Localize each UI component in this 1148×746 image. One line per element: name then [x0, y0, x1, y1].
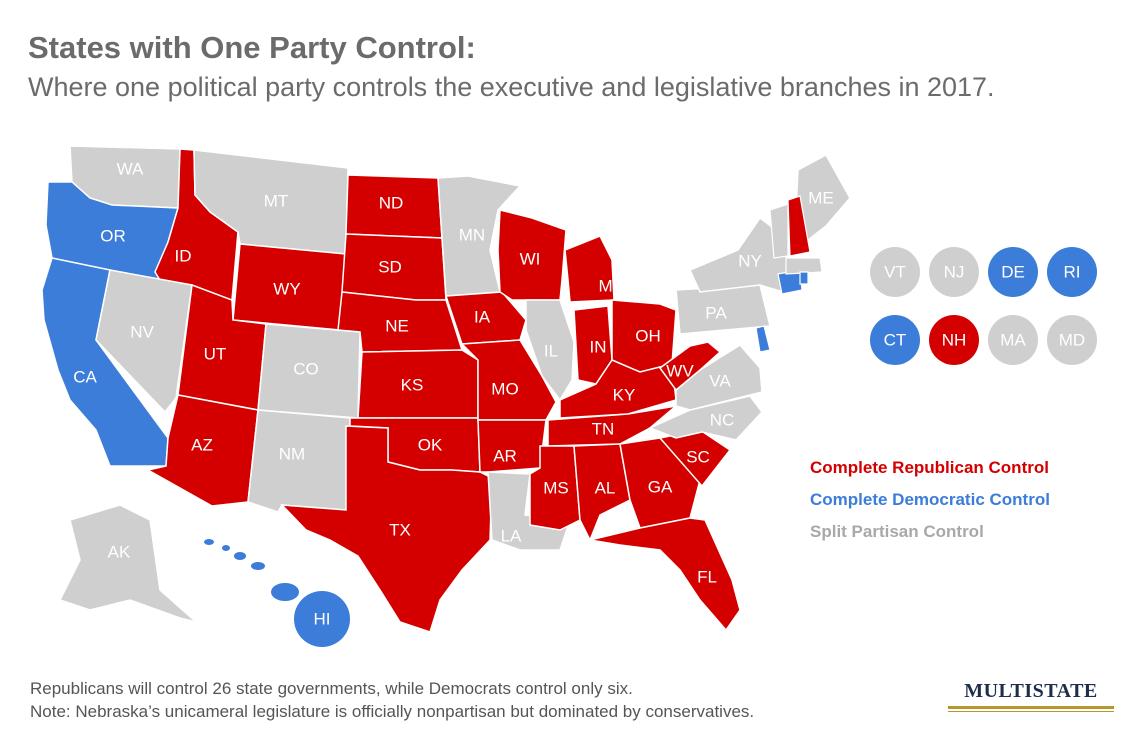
state-shape-ri: [799, 271, 809, 285]
state-label-la: LA: [501, 526, 522, 545]
state-shape-vt: [769, 203, 789, 259]
state-shape-fl: [589, 517, 741, 632]
state-label-nv: NV: [130, 322, 154, 341]
small-state-label-ma: MA: [1000, 330, 1026, 349]
state-label-va: VA: [709, 371, 731, 390]
legend-democratic: Complete Democratic Control: [810, 490, 1050, 509]
state-label-ga: GA: [648, 477, 673, 496]
state-label-ok: OK: [418, 435, 443, 454]
logo-underline: [948, 706, 1114, 709]
state-label-ar: AR: [493, 446, 517, 465]
state-label-me: ME: [808, 188, 834, 207]
state-label-ia: IA: [474, 307, 491, 326]
logo-underline-thin: [948, 711, 1114, 712]
state-label-or: OR: [100, 226, 126, 245]
state-label-mn: MN: [459, 225, 485, 244]
hawaii-island-4: [251, 562, 265, 570]
small-state-label-vt: VT: [884, 262, 906, 281]
state-shape-de: [755, 325, 771, 353]
state-label-sd: SD: [378, 257, 402, 276]
small-state-label-de: DE: [1001, 262, 1025, 281]
state-labels: WA OR CA ID NV MT WY UT AZ CO NM ND SD NE KS OK TX MN IA MO…: [73, 159, 834, 628]
map-subtitle: Where one political party controls the e…: [28, 72, 995, 102]
state-label-pa: PA: [705, 303, 727, 322]
state-shape-tx: [280, 425, 493, 633]
state-label-id: ID: [175, 246, 192, 265]
state-label-fl: FL: [697, 567, 717, 586]
state-label-tx: TX: [389, 520, 411, 539]
state-label-hi: HI: [314, 609, 331, 628]
state-label-wv: WV: [666, 361, 694, 380]
state-label-ut: UT: [204, 344, 227, 363]
state-label-il: IL: [544, 341, 558, 360]
state-shape-il: [525, 299, 575, 402]
state-shape-la: [487, 471, 572, 551]
logo-wordmark: MULTISTATE: [964, 680, 1098, 702]
state-label-ne: NE: [385, 316, 409, 335]
small-state-circle-nj: [929, 247, 979, 297]
footnote-nebraska: Note: Nebraska’s unicameral legislature …: [30, 702, 755, 721]
small-state-circle-nh: [929, 315, 979, 365]
small-state-circle-ct: [870, 315, 920, 365]
state-shape-nv: [95, 269, 193, 414]
state-label-ks: KS: [401, 375, 424, 394]
state-label-tn: TN: [592, 419, 615, 438]
state-shape-ia: [444, 291, 527, 345]
legend-republican: Complete Republican Control: [810, 458, 1049, 477]
state-label-oh: OH: [635, 326, 661, 345]
state-shape-nh: [787, 195, 811, 257]
state-label-ca: CA: [73, 367, 97, 386]
state-label-ms: MS: [543, 478, 569, 497]
state-label-ak: AK: [108, 542, 131, 561]
state-shapes: [41, 145, 851, 647]
state-shape-wv: [658, 341, 722, 392]
footnote-summary: Republicans will control 26 state govern…: [30, 679, 633, 698]
small-state-circle-ma: [988, 315, 1038, 365]
state-label-nd: ND: [379, 193, 404, 212]
small-state-label-nh: NH: [942, 330, 967, 349]
small-state-label-md: MD: [1059, 330, 1085, 349]
small-state-circles: VT NJ DE RI CT NH MA MD: [870, 247, 1097, 365]
state-label-mt: MT: [264, 191, 289, 210]
small-state-label-ct: CT: [884, 330, 907, 349]
small-state-circle-ri: [1047, 247, 1097, 297]
state-shape-va: [675, 344, 763, 411]
map-title: States with One Party Control:: [28, 30, 476, 65]
small-state-circle-md: [1047, 315, 1097, 365]
state-label-sc: SC: [686, 447, 710, 466]
state-label-wa: WA: [117, 159, 144, 178]
state-label-co: CO: [293, 359, 319, 378]
state-circle-hi: [294, 591, 350, 647]
small-state-circle-de: [988, 247, 1038, 297]
multistate-logo: MULTISTATE: [948, 680, 1114, 712]
hawaii-island-2: [222, 545, 230, 551]
hawaii-island-1: [204, 539, 214, 545]
state-shape-mn: [437, 175, 522, 297]
state-label-nm: NM: [279, 444, 305, 463]
state-label-mi: MI: [599, 276, 618, 295]
state-label-ny: NY: [738, 251, 762, 270]
state-shape-ar: [477, 419, 547, 473]
hawaii-island-5: [271, 583, 299, 601]
state-shape-mo: [460, 339, 557, 421]
state-label-in: IN: [590, 337, 607, 356]
state-label-al: AL: [595, 478, 616, 497]
state-label-az: AZ: [191, 435, 213, 454]
small-state-circle-vt: [870, 247, 920, 297]
state-shape-ak: [58, 504, 197, 623]
hawaii-island-3: [234, 552, 246, 560]
small-state-label-nj: NJ: [944, 262, 965, 281]
state-label-ky: KY: [613, 385, 636, 404]
legend-split: Split Partisan Control: [810, 522, 984, 541]
small-state-label-ri: RI: [1064, 262, 1081, 281]
state-label-mo: MO: [491, 379, 518, 398]
state-label-nc: NC: [710, 410, 735, 429]
state-shape-ma: [785, 257, 823, 275]
state-label-wy: WY: [273, 279, 300, 298]
state-label-wi: WI: [520, 249, 541, 268]
